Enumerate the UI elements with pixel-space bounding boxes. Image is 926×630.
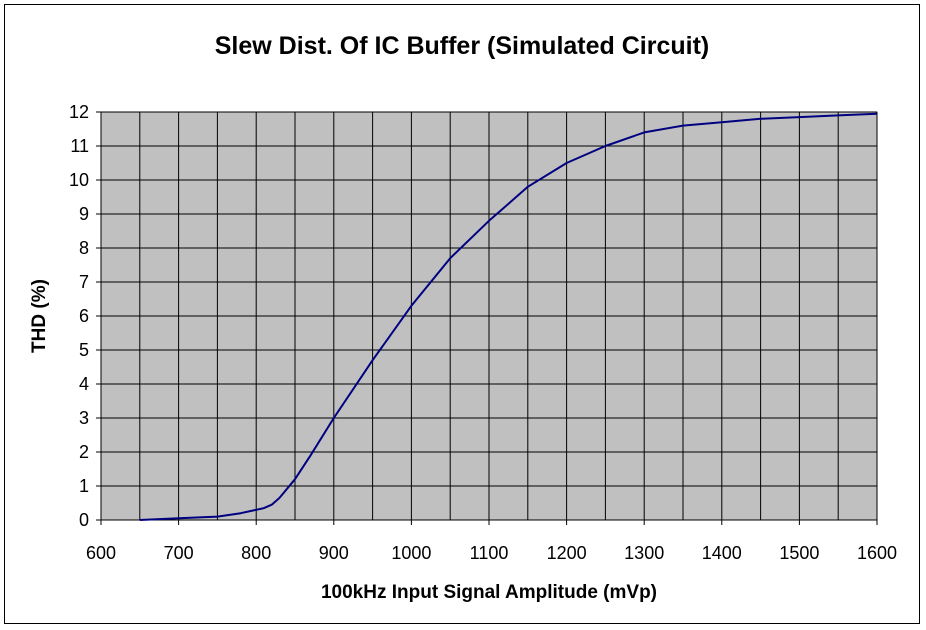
y-tick-label: 2 xyxy=(79,442,89,462)
x-tick-label: 900 xyxy=(319,543,349,563)
y-tick-label: 0 xyxy=(79,510,89,530)
x-axis-title: 100kHz Input Signal Amplitude (mVp) xyxy=(321,582,657,603)
y-tick-label: 5 xyxy=(79,340,89,360)
series-line xyxy=(139,112,878,521)
x-tick-label: 800 xyxy=(241,543,271,563)
x-tick-label: 1400 xyxy=(702,543,742,563)
x-tick-label: 1500 xyxy=(779,543,819,563)
y-axis-title: THD (%) xyxy=(29,279,50,353)
chart-title: Slew Dist. Of IC Buffer (Simulated Circu… xyxy=(215,32,710,60)
y-tick-label: 11 xyxy=(70,136,89,156)
y-tick-label: 10 xyxy=(69,170,89,190)
y-tick-label: 12 xyxy=(69,102,89,122)
y-tick-label: 1 xyxy=(79,476,89,496)
x-tick-label: 1100 xyxy=(470,543,509,563)
x-tick-label: 1200 xyxy=(547,543,587,563)
y-tick-label: 9 xyxy=(79,204,89,224)
y-tick-label: 3 xyxy=(79,408,89,428)
y-tick-label: 4 xyxy=(79,374,89,394)
y-tick-label: 8 xyxy=(79,238,89,258)
y-tick-label: 7 xyxy=(79,272,89,292)
x-tick-label: 1600 xyxy=(857,543,897,563)
x-tick-label: 700 xyxy=(164,543,194,563)
y-tick-label: 6 xyxy=(79,306,89,326)
x-tick-label: 1300 xyxy=(624,543,664,563)
x-tick-label: 600 xyxy=(86,543,116,563)
x-tick-label: 1000 xyxy=(391,543,431,563)
